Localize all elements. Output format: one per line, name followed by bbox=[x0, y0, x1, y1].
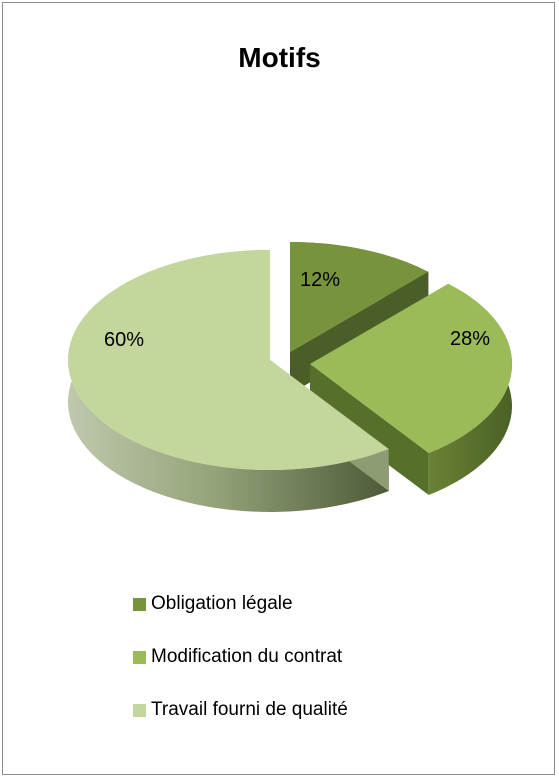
chart-title: Motifs bbox=[238, 42, 321, 73]
legend-item-travail-fourni-de-qualite: Travail fourni de qualité bbox=[133, 698, 348, 722]
pie-top-faces bbox=[67, 242, 512, 470]
legend-label: Travail fourni de qualité bbox=[151, 699, 348, 720]
legend-item-modification-du-contrat: Modification du contrat bbox=[133, 645, 348, 669]
legend-label: Modification du contrat bbox=[151, 646, 343, 667]
legend-swatch bbox=[133, 650, 146, 664]
pie-data-labels: 12% 28% 60% bbox=[104, 269, 490, 351]
pie-slice-2 bbox=[310, 283, 512, 453]
legend-swatch bbox=[133, 703, 146, 717]
legend-swatch bbox=[133, 597, 146, 611]
pie-slice-1 bbox=[290, 242, 429, 352]
pie-data-label-3: 60% bbox=[104, 329, 144, 351]
legend-item-obligation-legale: Obligation légale bbox=[133, 592, 348, 616]
pie-cut-face-2-2 bbox=[310, 364, 429, 495]
pie-slice-3 bbox=[67, 250, 389, 470]
legend: Obligation légale Modification du contra… bbox=[133, 592, 348, 751]
pie-data-label-2: 28% bbox=[450, 328, 490, 350]
pie-data-label-1: 12% bbox=[300, 269, 340, 291]
pie-side-3 bbox=[67, 250, 389, 512]
legend-label: Obligation légale bbox=[151, 593, 293, 614]
